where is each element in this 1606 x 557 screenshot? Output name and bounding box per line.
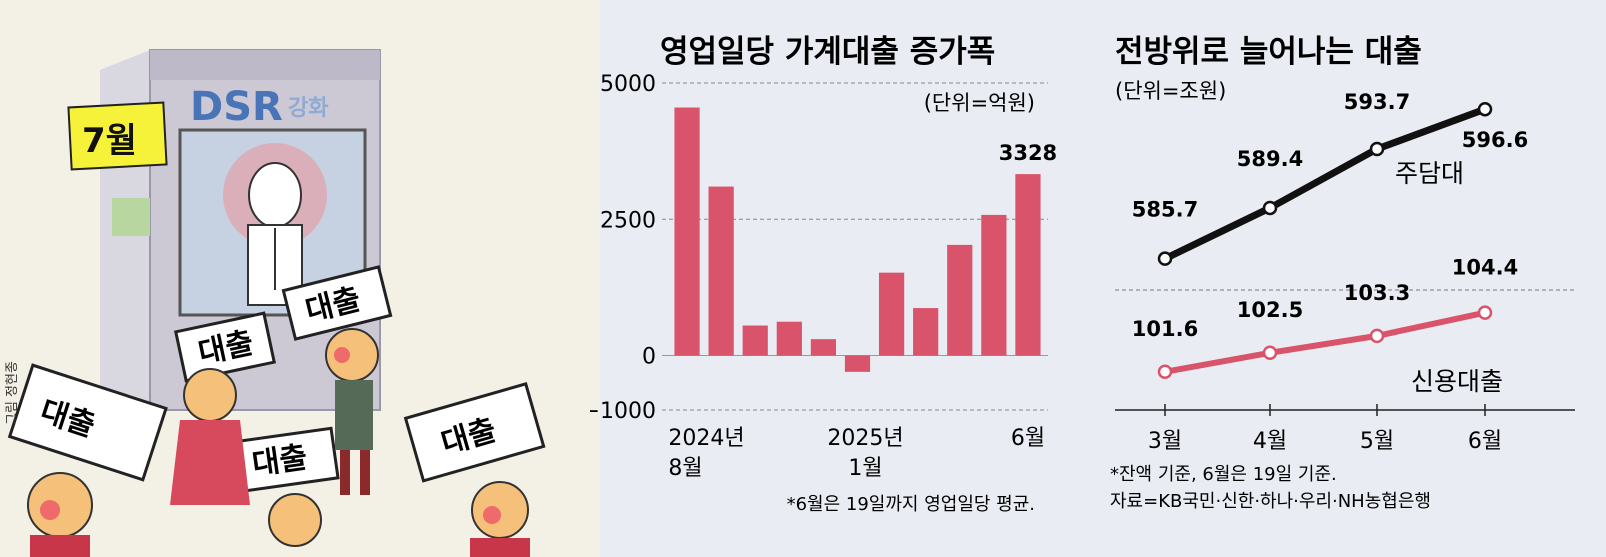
line-chart: 전방위로 늘어나는 대출 (단위=조원) 585.7 589.4 593.7 596.… [1110,34,1575,512]
illustration-credit: 그림 정현종 [5,361,20,425]
data-label: 3328 [999,141,1057,165]
bar [776,321,802,356]
month-tag-label: 7월 [82,121,137,161]
y-tick-label: 2500 [600,208,656,233]
x-axis: 3월 4월 5월 6월 [1148,404,1502,454]
bar-chart: 영업일당 가계대출 증가폭 (단위=억원) 5000 2500 0 −1000 332… [590,34,1057,515]
protester [27,472,93,557]
data-point [1157,251,1173,266]
chart-note: *6월은 19일까지 영업일당 평균. [787,494,1035,515]
protester [470,481,530,557]
data-label: 589.4 [1237,147,1303,171]
y-tick-label: −1000 [590,399,656,424]
x-tick-label: 2025년 [827,426,903,451]
bars [674,107,1041,372]
illustration: DSR 강화 7월 대출 대출 대출 대출 대출 [0,0,600,557]
sign-text: 대출 [250,440,310,482]
series-label: 신용대출 [1411,367,1503,396]
bar [742,325,768,356]
y-tick-label: 0 [642,345,656,370]
data-point [1157,364,1173,380]
data-label: 101.6 [1132,317,1198,341]
bar [1015,174,1041,356]
chart-source: 자료=KB국민·신한·하나·우리·NH농협은행 [1110,491,1431,512]
protest-sign: 대출 [174,311,276,383]
bar [674,107,700,356]
bar [947,244,973,356]
protester [170,368,250,505]
x-axis: 2024년 8월 2025년 1월 6월 [668,426,1045,481]
protest-sign: 대출 [281,265,393,341]
data-point [1477,101,1493,117]
series-line [1162,309,1488,375]
data-label: 596.6 [1462,128,1528,152]
data-label: 103.3 [1344,281,1410,305]
sticky-note [112,198,150,236]
x-tick-label: 5월 [1360,429,1394,454]
bar [913,308,939,356]
data-point [1477,305,1493,320]
chart-note: *잔액 기준, 6월은 19일 기준. [1110,464,1337,485]
bar [810,339,837,356]
bar [981,214,1007,356]
dsr-suffix-label: 강화 [288,96,328,121]
x-tick-label: 6월 [1011,426,1045,451]
x-tick-label: 8월 [668,456,702,481]
protester [325,328,379,495]
x-tick-label: 4월 [1253,429,1287,454]
x-tick-label: 1월 [848,456,882,481]
chart-unit: (단위=조원) [1115,79,1226,103]
dsr-label: DSR [190,84,283,130]
protest-sign: 대출 [403,382,546,483]
protester [268,493,322,547]
data-point [1262,200,1278,216]
x-tick-label: 2024년 [668,426,744,451]
series: 585.7 589.4 593.7 596.6 주담대 101.6 102.5 103.3 10… [1132,90,1528,396]
bar [878,272,905,356]
chart-unit: (단위=억원) [924,91,1035,115]
data-label: 102.5 [1237,298,1303,322]
official-figure [223,143,327,306]
bar [844,355,871,372]
y-tick-label: 5000 [600,72,656,97]
series-line [1161,105,1489,263]
data-label: 593.7 [1344,90,1410,114]
data-point [1369,141,1385,157]
bar [708,186,734,356]
data-label: 585.7 [1132,198,1198,222]
y-axis: 5000 2500 0 −1000 [590,72,656,424]
chart-title: 영업일당 가계대출 증가폭 [660,34,995,70]
data-label: 104.4 [1452,256,1518,280]
chart-title: 전방위로 늘어나는 대출 [1115,34,1422,70]
series-label: 주담대 [1395,159,1464,188]
protest-sign: 대출 [7,363,168,482]
month-tag [67,101,168,171]
data-point [1262,345,1278,361]
x-tick-label: 3월 [1148,429,1182,454]
protest-sign: 대출 [230,426,340,494]
data-labels: 3328 [999,141,1057,165]
data-point [1369,328,1385,344]
x-tick-label: 6월 [1468,429,1502,454]
